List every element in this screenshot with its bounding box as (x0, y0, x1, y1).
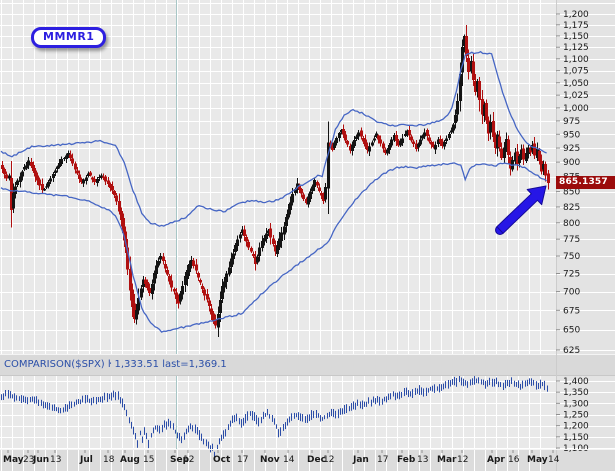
comparison-bars (1, 375, 548, 458)
x-axis-label: 16 (508, 455, 520, 465)
x-axis-label: 12 (457, 455, 468, 465)
main-y-axis-label: 625 (563, 346, 580, 356)
x-axis-label: 15 (143, 455, 154, 465)
x-axis-label: 14 (548, 455, 560, 465)
x-axis-label: May (527, 455, 548, 465)
x-axis-label: 14 (283, 455, 295, 465)
main-y-axis-label: 700 (563, 288, 580, 298)
x-axis-label: Jun (32, 455, 49, 465)
main-y-axis-label: 850 (563, 188, 580, 198)
x-axis-label: Oct (213, 455, 231, 465)
main-y-axis-label: 925 (563, 144, 580, 154)
price-bands (0, 50, 547, 333)
main-y-axis-label: 1,150 (563, 32, 589, 42)
x-axis-label: 12 (183, 455, 194, 465)
last-price-marker: 865.1357 (556, 176, 615, 189)
x-axis-label: 17 (377, 455, 388, 465)
x-axis-label: 18 (103, 455, 115, 465)
x-axis-label: Aug (120, 455, 140, 465)
main-y-axis-label: 1,025 (563, 91, 589, 101)
main-y-axis-label: 675 (563, 306, 580, 316)
main-y-axis-label: 1,000 (563, 104, 589, 114)
main-y-axis-label: 975 (563, 117, 580, 127)
comparison-y-axis-label: 1,350 (563, 388, 589, 398)
x-axis-label: Sep (170, 455, 190, 465)
x-axis-label: Jan (352, 455, 369, 465)
x-axis-label: Nov (260, 455, 280, 465)
main-y-axis-label: 750 (563, 252, 580, 262)
comparison-y-axis-label: 1,400 (563, 377, 589, 387)
main-y-axis-label: 900 (563, 158, 580, 168)
comparison-indicator-label[interactable]: COMPARISON($SPX) ŀ 1,333.51 last=1,369.1 (4, 359, 227, 370)
main-y-axis-label: 800 (563, 219, 580, 229)
comparison-header-band (0, 354, 615, 376)
x-axis-label: 17 (237, 455, 248, 465)
x-axis-label: Apr (487, 455, 505, 465)
main-candles (1, 24, 550, 337)
band-lower (0, 162, 547, 333)
x-axis-label: Feb (397, 455, 416, 465)
main-y-axis-label: 650 (563, 326, 580, 336)
comparison-y-axis-label: 1,200 (563, 422, 589, 432)
main-y-axis-label: 1,200 (563, 10, 589, 20)
main-y-axis-label: 775 (563, 235, 580, 245)
x-axis-label: 23 (23, 455, 34, 465)
main-y-axis-label: 1,075 (563, 67, 589, 77)
comparison-y-axis-label: 1,150 (563, 433, 589, 443)
symbol-badge[interactable]: MMMR1 (31, 27, 107, 48)
main-y-axis-label: 725 (563, 270, 580, 280)
main-y-axis-label: 1,175 (563, 21, 589, 31)
main-y-axis-label: 1,050 (563, 79, 589, 89)
main-y-axis-label: 825 (563, 203, 580, 213)
x-axis-label: Jul (79, 455, 93, 465)
x-axis-label: 12 (323, 455, 334, 465)
x-axis-label: 13 (417, 455, 428, 465)
comparison-y-axis-label: 1,300 (563, 399, 589, 409)
main-y-axis-label: 1,125 (563, 43, 589, 53)
main-y-axis-label: 950 (563, 130, 580, 140)
x-axis-label: Mar (437, 455, 457, 465)
x-axis-label: 13 (50, 455, 61, 465)
x-axis-label: Dec (307, 455, 326, 465)
main-y-axis-label: 1,100 (563, 55, 589, 65)
alert-arrow-annotation[interactable] (495, 185, 547, 235)
comparison-y-axis-label: 1,250 (563, 411, 589, 421)
x-axis-label: May (3, 455, 24, 465)
band-upper (0, 50, 547, 227)
right-price-axis: 1,2001,1751,1501,1251,1001,0751,0501,025… (556, 0, 589, 471)
